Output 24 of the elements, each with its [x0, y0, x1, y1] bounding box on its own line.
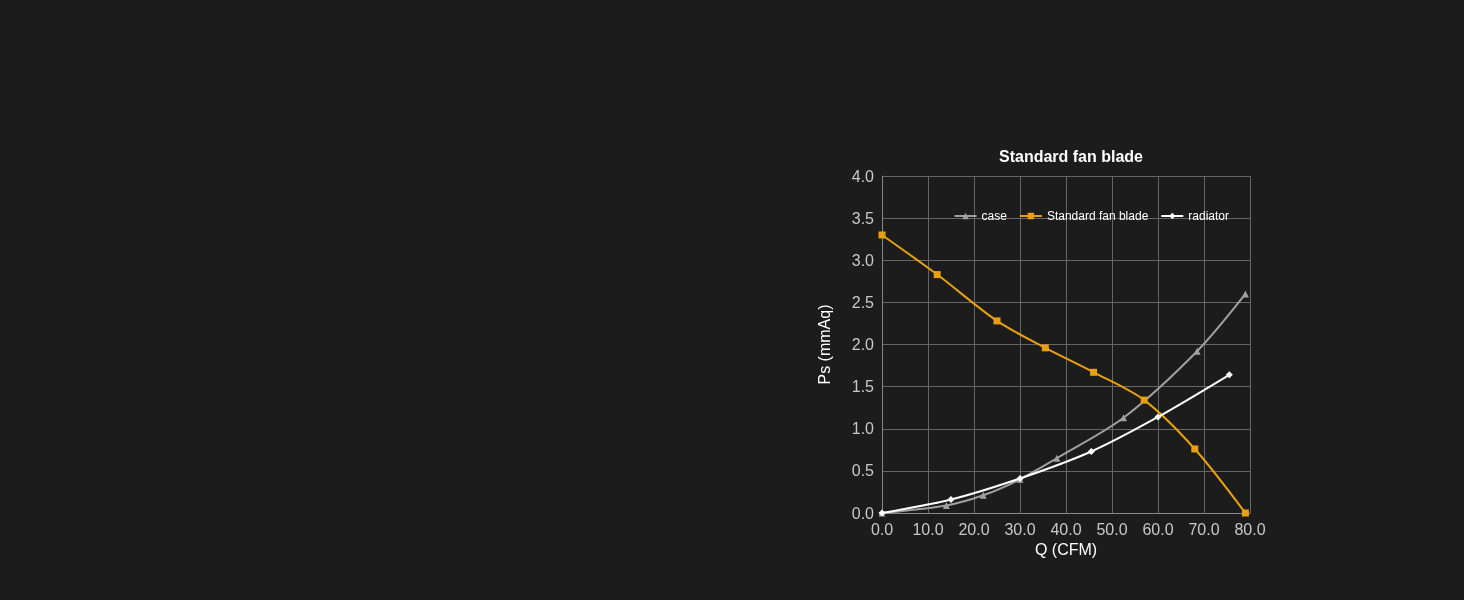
y-tick-label: 1.5	[851, 378, 875, 396]
x-tick-label: 50.0	[1096, 520, 1128, 538]
y-tick-label: 3.0	[851, 251, 875, 269]
legend-label: case	[981, 209, 1008, 223]
y-axis-title: Ps (mmAq)	[815, 304, 833, 385]
x-tick-label: 30.0	[1004, 520, 1036, 538]
y-tick-label: 0.0	[851, 504, 875, 522]
chart-title: Standard fan blade	[998, 147, 1144, 165]
y-tick-label: 3.5	[851, 209, 875, 227]
x-tick-label: 70.0	[1188, 520, 1220, 538]
x-tick-label: 40.0	[1050, 520, 1082, 538]
y-tick-label: 4.0	[851, 167, 875, 185]
x-tick-label: 60.0	[1142, 520, 1174, 538]
x-axis-title: Q (CFM)	[1034, 541, 1098, 559]
y-tick-label: 1.0	[851, 420, 875, 438]
y-tick-label: 0.5	[851, 462, 875, 480]
x-tick-label: 10.0	[912, 520, 944, 538]
y-tick-label: 2.0	[851, 336, 875, 353]
x-tick-label: 80.0	[1234, 520, 1266, 538]
x-tick-label: 0.0	[870, 520, 894, 538]
legend-label: Standard fan blade	[1046, 209, 1149, 223]
legend-label: radiator	[1188, 209, 1229, 223]
x-tick-label: 20.0	[958, 520, 990, 538]
y-tick-label: 2.5	[851, 293, 875, 311]
